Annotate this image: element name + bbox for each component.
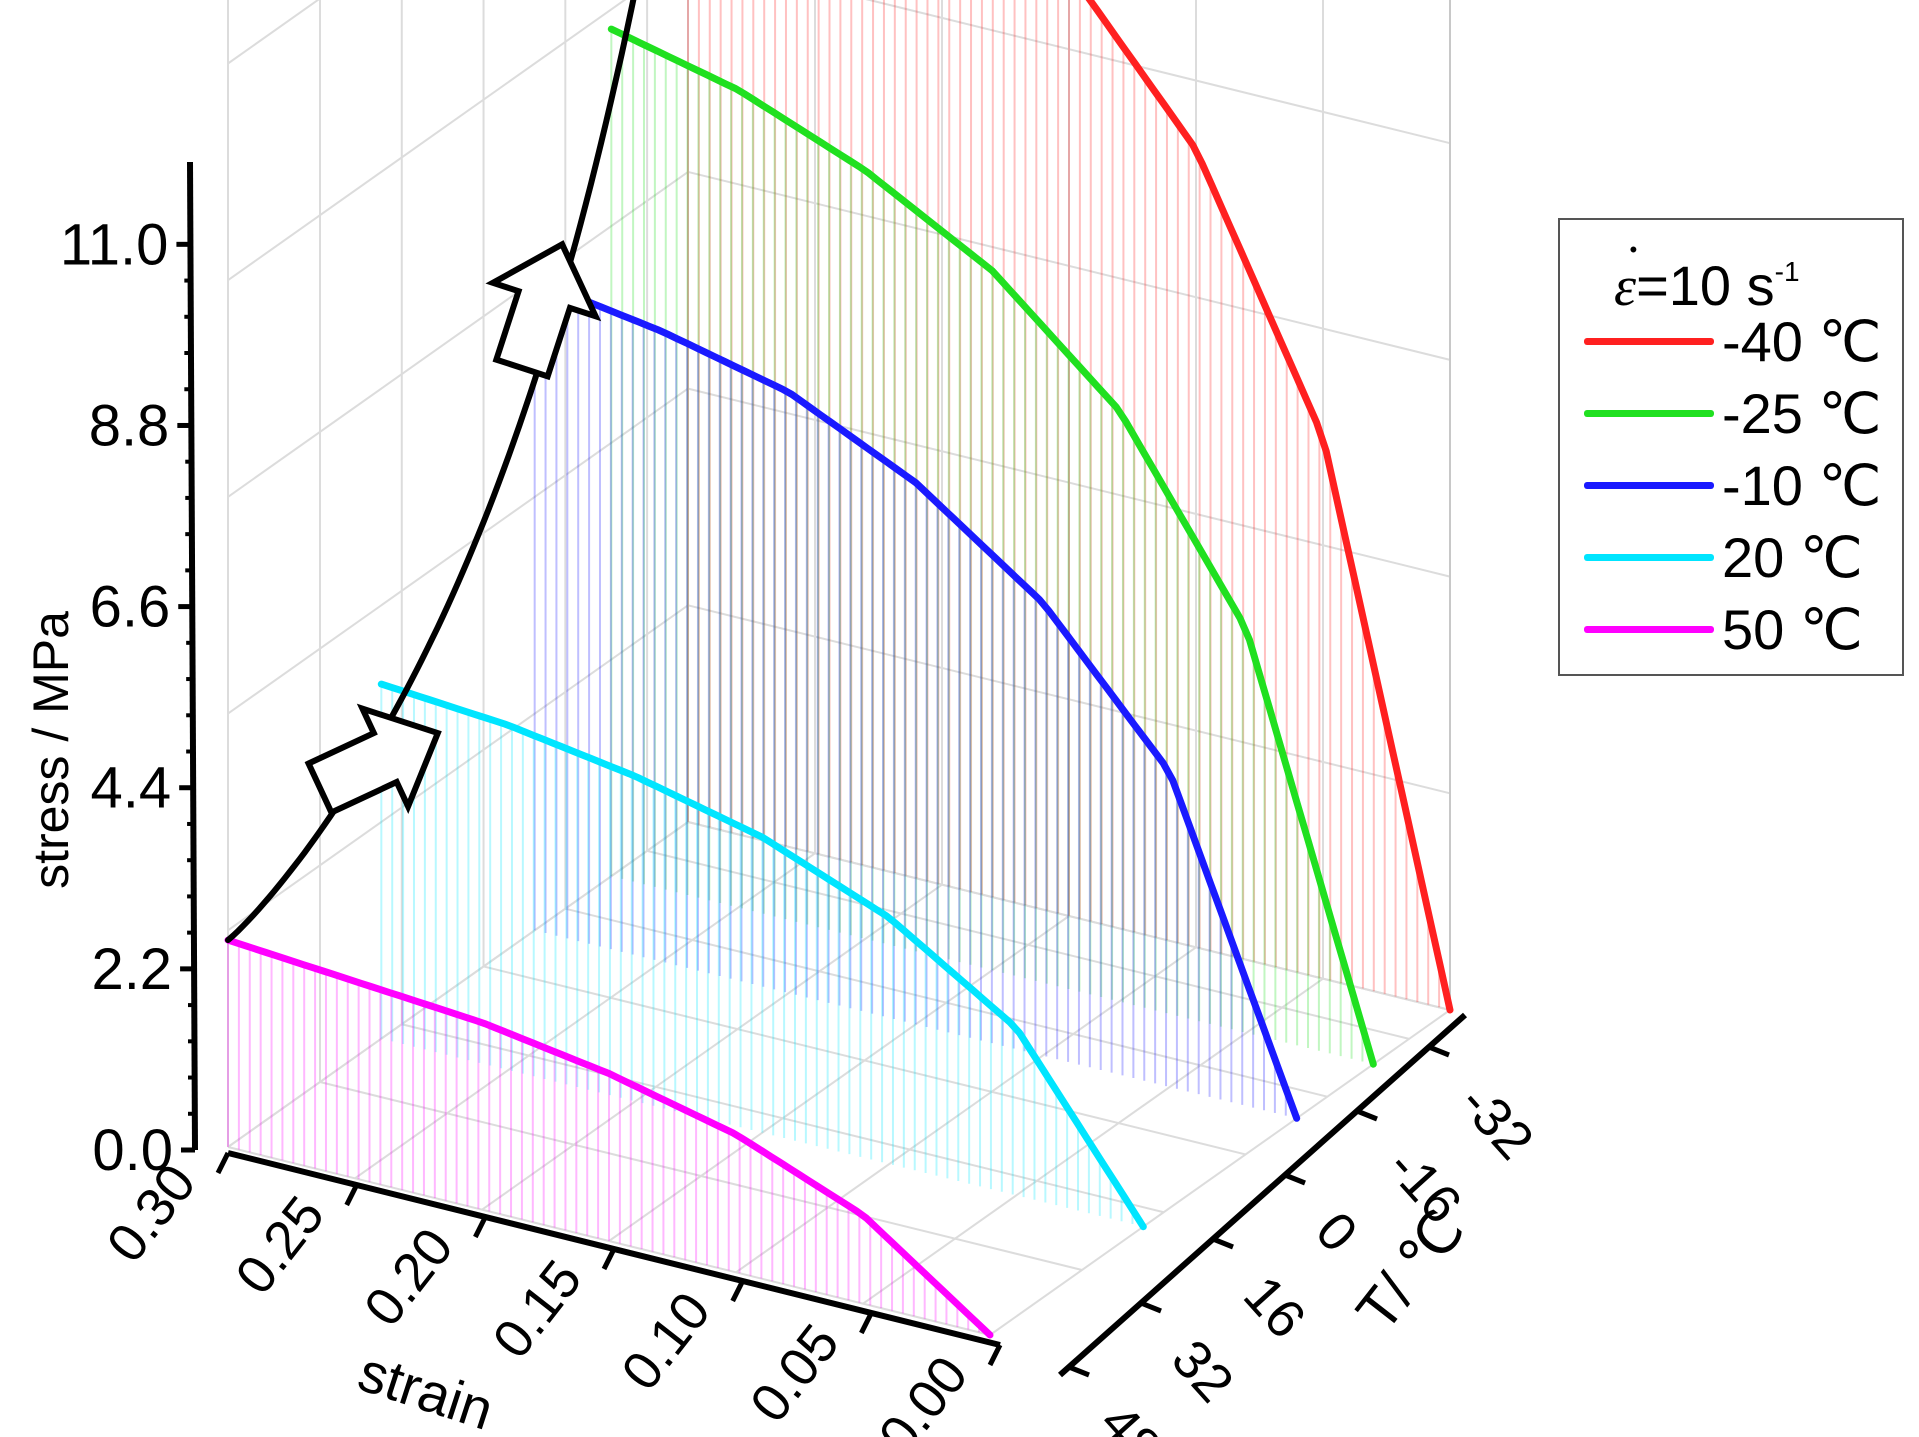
legend-label: -10 ℃ xyxy=(1722,454,1882,517)
grid-line xyxy=(319,1081,1083,1271)
z-tick-label: 0 xyxy=(1304,1201,1369,1263)
series-curves xyxy=(224,0,1454,1339)
x-tick xyxy=(215,1151,231,1175)
series-line xyxy=(377,680,1147,1231)
envelope-line xyxy=(225,0,637,944)
grid-line xyxy=(735,946,1197,1274)
strain-rate-exponent: -1 xyxy=(1774,256,1800,287)
grid-line xyxy=(227,0,320,65)
axes xyxy=(176,161,1467,1378)
trend-arrows xyxy=(304,240,602,817)
grid-line xyxy=(646,849,1410,1040)
z-tick xyxy=(1212,1236,1234,1250)
z-tick-label: -32 xyxy=(1448,1073,1545,1171)
grid-line xyxy=(227,821,689,1148)
series-fill xyxy=(533,280,1287,1116)
y-tick-label: 2.2 xyxy=(91,937,172,1002)
legend-label: -25 ℃ xyxy=(1722,382,1882,445)
z-tick xyxy=(1068,1364,1090,1378)
arrow-icon xyxy=(485,240,602,381)
strain-rate-symbol: ε xyxy=(1614,256,1636,318)
y-tick-label: 4.4 xyxy=(91,756,172,821)
legend-swatch xyxy=(1584,482,1714,489)
legend-swatch xyxy=(1584,410,1714,417)
legend-item: -40 ℃ xyxy=(1584,312,1904,372)
series-fill xyxy=(610,29,1364,1062)
grid-lines xyxy=(227,0,1451,1336)
z-tick xyxy=(1356,1108,1378,1122)
legend-title: ε=10 s-1 xyxy=(1614,242,1800,318)
series-fill xyxy=(227,940,981,1333)
series-fills xyxy=(227,0,1441,1333)
series-line xyxy=(531,276,1301,1122)
z-tick xyxy=(1284,1172,1306,1186)
x-tick xyxy=(859,1311,874,1335)
x-tick-label: 0.10 xyxy=(610,1281,722,1401)
grid-line xyxy=(354,852,816,1180)
legend-label: 20 ℃ xyxy=(1722,526,1863,589)
x-tick xyxy=(601,1247,617,1271)
y-tick-label: 6.6 xyxy=(90,575,171,640)
x-tick xyxy=(987,1343,1003,1367)
x-tick xyxy=(730,1279,745,1303)
series-line xyxy=(224,936,994,1339)
legend-label: -40 ℃ xyxy=(1722,310,1882,373)
x-axis-title: strain xyxy=(351,1339,501,1437)
grid-line xyxy=(483,965,1246,1156)
grid-line xyxy=(227,1146,991,1336)
y-axis-title: stress / MPa xyxy=(23,611,79,889)
z-tick xyxy=(1428,1044,1450,1058)
z-tick xyxy=(1140,1300,1162,1314)
y-tick-label: 8.8 xyxy=(89,393,170,458)
legend-swatch xyxy=(1584,626,1714,633)
grid-line xyxy=(862,977,1324,1305)
x-tick-label: 0.00 xyxy=(867,1345,979,1437)
legend-swatch xyxy=(1584,338,1714,345)
legend-item: -10 ℃ xyxy=(1584,456,1904,516)
legend-item: 50 ℃ xyxy=(1584,600,1904,660)
z-tick-label: 16 xyxy=(1232,1265,1317,1350)
legend-label: 50 ℃ xyxy=(1722,598,1863,661)
box-edge xyxy=(1449,0,1451,1010)
legend-swatch xyxy=(1584,554,1714,561)
x-tick-label: 0.25 xyxy=(224,1185,336,1305)
x-tick-label: 0.15 xyxy=(481,1249,593,1369)
x-tick xyxy=(344,1183,359,1207)
legend-item: -25 ℃ xyxy=(1584,384,1904,444)
y-axis-line xyxy=(187,161,198,1151)
strain-rate-value: =10 s xyxy=(1636,254,1775,317)
z-tick-label: 32 xyxy=(1160,1329,1245,1414)
grid-line xyxy=(481,883,943,1211)
series-fill xyxy=(380,684,1134,1224)
arrow-icon xyxy=(304,703,442,817)
z-axis-line xyxy=(1058,1012,1467,1378)
envelope-curve xyxy=(225,0,637,944)
series-line xyxy=(607,25,1377,1068)
x-tick-label: 0.05 xyxy=(739,1313,851,1433)
grid-line xyxy=(401,1023,1165,1214)
legend: ε=10 s-1 -40 ℃ -25 ℃ -10 ℃ 20 ℃ 50 ℃ xyxy=(1558,218,1904,676)
legend-item: 20 ℃ xyxy=(1584,528,1904,588)
grid-line xyxy=(687,821,1451,1011)
x-tick-label: 0.20 xyxy=(353,1217,465,1337)
y-tick-label: 11.0 xyxy=(60,212,169,277)
z-tick-label: 48 xyxy=(1088,1393,1173,1437)
x-tick xyxy=(473,1215,488,1239)
grid-line xyxy=(608,915,1070,1242)
series-line xyxy=(1085,0,1454,1014)
grid-line xyxy=(565,907,1328,1098)
y-tick-label: 0.0 xyxy=(92,1118,173,1183)
